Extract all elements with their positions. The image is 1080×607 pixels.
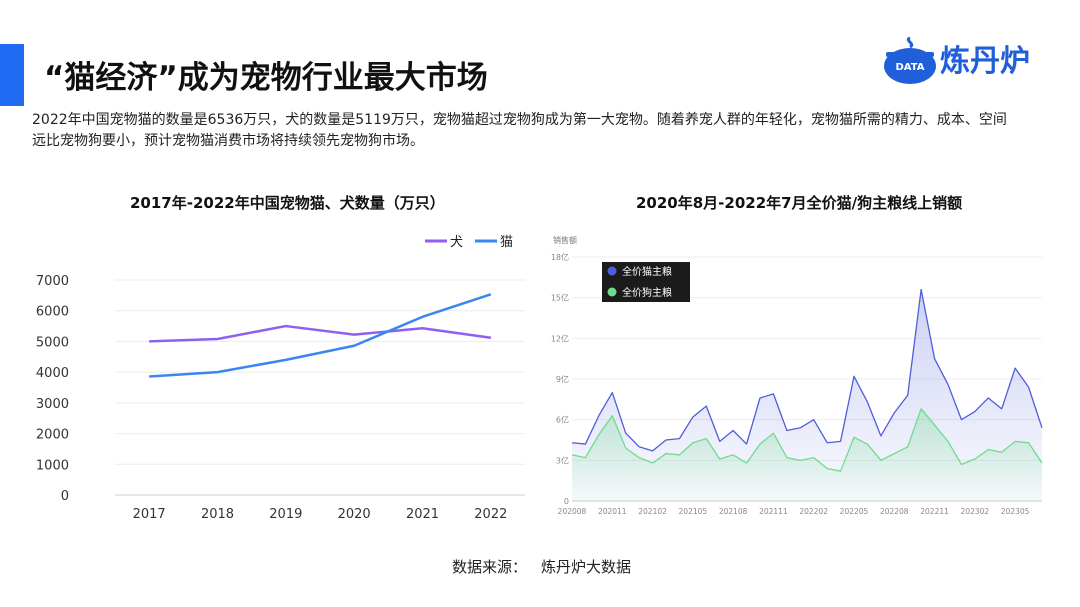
x-tick-label: 202208: [880, 507, 909, 516]
source-label: 数据来源：: [452, 558, 528, 576]
y-tick-label: 15亿: [551, 293, 569, 303]
series-line-cat: [571, 288, 1043, 452]
series-line-dog: [571, 408, 1043, 472]
logo-badge: DATA: [895, 62, 924, 73]
y-tick-label: 6000: [36, 305, 69, 320]
y-tick-label: 1000: [36, 458, 69, 473]
series-line-dog: [149, 324, 492, 343]
x-tick-label: 2021: [406, 507, 439, 522]
series-area-dog: [572, 408, 1042, 501]
y-tick-label: 4000: [36, 366, 69, 381]
x-tick-label: 202008: [558, 507, 587, 516]
logo: DATA 炼丹炉: [880, 30, 1050, 90]
description: 2022年中国宠物猫的数量是6536万只，犬的数量是5119万只，宠物猫超过宠物…: [32, 112, 1007, 149]
source-value: 炼丹炉大数据: [541, 558, 632, 576]
x-tick-label: 2019: [269, 507, 302, 522]
y-tick-label: 3亿: [556, 455, 569, 465]
legend-label-dog: 全价狗主粮: [622, 286, 672, 299]
data-source: 数据来源： 炼丹炉大数据: [452, 556, 645, 577]
y-tick-label: 2000: [36, 428, 69, 443]
x-tick-label: 2020: [338, 507, 371, 522]
chart1-title: 2017年-2022年中国宠物猫、犬数量（万只）: [130, 194, 445, 212]
y-tick-label: 12亿: [551, 333, 569, 343]
legend-label-dog: 犬: [450, 235, 463, 250]
y-tick-label: 18亿: [551, 252, 569, 262]
x-tick-label: 2018: [201, 507, 234, 522]
logo-text: 炼丹炉: [940, 44, 1030, 79]
x-tick-label: 202205: [840, 507, 869, 516]
x-tick-label: 202108: [719, 507, 748, 516]
legend-label-cat: 猫: [500, 235, 513, 250]
y-axis-label: 销售额: [553, 235, 577, 245]
chart2-title: 2020年8月-2022年7月全价猫/狗主粮线上销额: [636, 194, 963, 212]
y-tick-label: 0: [61, 489, 69, 504]
x-tick-label: 202202: [799, 507, 828, 516]
x-tick-label: 202105: [679, 507, 708, 516]
x-tick-label: 202211: [920, 507, 949, 516]
logo-pot-icon: DATA: [884, 36, 936, 84]
x-tick-label: 202111: [759, 507, 788, 516]
legend-dot-cat: [607, 266, 617, 276]
x-tick-label: 202011: [598, 507, 627, 516]
x-tick-label: 2017: [133, 507, 166, 522]
x-tick-label: 202102: [638, 507, 667, 516]
y-tick-label: 5000: [36, 335, 69, 350]
y-tick-label: 9亿: [556, 374, 569, 384]
title-accent-bar: [0, 44, 24, 106]
legend-dot-dog: [607, 287, 617, 297]
series-line-cat: [149, 293, 492, 378]
y-tick-label: 6亿: [556, 415, 569, 425]
legend-label-cat: 全价猫主粮: [622, 265, 672, 278]
food-sales-area-chart: 销售额 0 3亿 6亿 9亿 12亿 15亿 18亿 202008 202011 202102 202…: [551, 235, 1043, 516]
page-title: “猫经济”成为宠物行业最大市场: [44, 60, 488, 96]
x-tick-label: 202302: [961, 507, 990, 516]
y-tick-label: 7000: [36, 274, 69, 289]
x-tick-label: 2022: [474, 507, 507, 522]
y-tick-label: 3000: [36, 397, 69, 412]
legend-box: [602, 262, 690, 302]
pet-count-line-chart: 0 1000 2000 3000 4000 5000 6000 7000 2017 2018 201…: [36, 235, 525, 522]
y-tick-label: 0: [564, 497, 569, 506]
x-tick-label: 202305: [1001, 507, 1030, 516]
